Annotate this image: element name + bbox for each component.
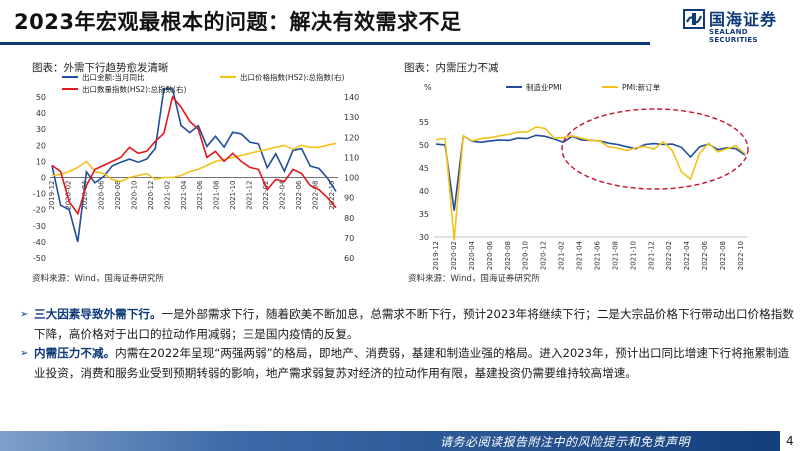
x-tick-label: 2020-06 — [97, 180, 105, 210]
bullet-arrow-icon: ➢ — [20, 309, 29, 320]
left-ytick-label: -10 — [33, 190, 46, 199]
page-title: 2023年宏观最根本的问题：解决有效需求不足 — [14, 10, 462, 34]
x-tick-label: 2020-02 — [64, 181, 72, 210]
x-tick-label: 2021-12 — [647, 241, 655, 270]
x-tick-label: 2020-06 — [486, 240, 494, 270]
legend-label: 出口价格指数(HS2):总指数(右) — [240, 72, 344, 82]
x-tick-label: 2021-02 — [163, 181, 171, 210]
brand-logo: 国海证券 SEALAND SECURITIES — [683, 6, 798, 44]
legend-label: 出口金额:当月同比 — [82, 72, 145, 82]
ytick-label: 50 — [419, 141, 429, 150]
x-tick-label: 2021-06 — [593, 240, 601, 270]
x-tick-label: 2022-02 — [665, 241, 673, 270]
bullet-item-domestic-demand: ➢ 内需压力不减。内需在2022年呈现“两强两弱”的格局，即地产、消费弱，基建和… — [20, 344, 795, 383]
ytick-label: 55 — [419, 118, 429, 127]
left-ytick-label: -30 — [33, 222, 46, 231]
y-unit-label: % — [424, 83, 432, 92]
left-ytick-label: -20 — [33, 206, 46, 215]
left-ytick-label: 10 — [36, 157, 46, 166]
x-tick-label: 2020-12 — [540, 241, 548, 270]
x-tick-label: 2021-10 — [229, 181, 237, 210]
title-rule — [0, 42, 650, 45]
bullet-heading: 内需压力不减。 — [34, 346, 116, 360]
series-line-2 — [51, 142, 337, 183]
export-chart: 50403020100-10-20-30-40-5014013012011010… — [33, 72, 359, 263]
x-tick-label: 2022-06 — [701, 240, 709, 270]
right-chart-source: 资料来源：Wind，国海证券研究所 — [408, 274, 540, 284]
right-chart-title: 图表：内需压力不减 — [404, 62, 499, 74]
highlight-ellipse — [561, 108, 749, 190]
left-ytick-label: 30 — [36, 125, 46, 134]
left-ytick-label: 0 — [41, 174, 46, 183]
x-tick-label: 2020-12 — [147, 181, 155, 210]
left-chart-source: 资料来源：Wind，国海证券研究所 — [32, 274, 164, 284]
x-tick-label: 2022-04 — [279, 180, 287, 210]
x-tick-label: 2020-04 — [468, 240, 476, 270]
bullet-text: 一是外部需求下行，随着欧美不断加息，总需求不断下行，预计2023年将继续下行；二… — [34, 307, 794, 341]
bullet-text: 内需在2022年呈现“两强两弱”的格局，即地产、消费弱，基建和制造业强的格局。进… — [34, 346, 790, 380]
x-tick-label: 2020-04 — [81, 180, 89, 210]
left-ytick-label: -40 — [33, 238, 46, 247]
logo-en-text: SEALAND SECURITIES — [709, 28, 758, 44]
x-tick-label: 2020-02 — [450, 241, 458, 270]
footer: 请务必阅读报告附注中的风险提示和免责声明 4 — [0, 428, 802, 451]
right-ytick-label: 90 — [344, 194, 354, 203]
right-ytick-label: 70 — [344, 234, 354, 243]
x-tick-label: 2021-12 — [246, 181, 254, 210]
x-tick-label: 2022-08 — [312, 181, 320, 210]
x-tick-label: 2020-10 — [522, 241, 530, 270]
x-tick-label: 2019-12 — [432, 241, 440, 270]
right-ytick-label: 60 — [344, 254, 354, 263]
right-ytick-label: 140 — [344, 93, 359, 102]
right-ytick-label: 120 — [344, 133, 359, 142]
ytick-label: 30 — [419, 233, 429, 242]
ytick-label: 45 — [419, 164, 429, 173]
x-tick-label: 2021-04 — [576, 240, 584, 270]
legend-label: PMI:新订单 — [622, 82, 661, 92]
series-line-1 — [51, 88, 337, 243]
right-ytick-label: 100 — [344, 174, 359, 183]
x-tick-label: 2022-02 — [262, 181, 270, 210]
bullet-list: ➢ 三大因素导致外需下行。一是外部需求下行，随着欧美不断加息，总需求不断下行，预… — [20, 305, 795, 383]
left-ytick-label: 50 — [36, 93, 46, 102]
ytick-label: 35 — [419, 210, 429, 219]
x-tick-label: 2021-04 — [180, 180, 188, 210]
ytick-label: 40 — [419, 187, 429, 196]
x-tick-label: 2022-04 — [683, 240, 691, 270]
x-tick-label: 2020-08 — [114, 181, 122, 210]
left-ytick-label: 40 — [36, 109, 46, 118]
x-tick-label: 2021-06 — [196, 180, 204, 210]
footer-bar — [0, 431, 780, 451]
bullet-item-external-demand: ➢ 三大因素导致外需下行。一是外部需求下行，随着欧美不断加息，总需求不断下行，预… — [20, 305, 795, 344]
right-ytick-label: 130 — [344, 113, 359, 122]
x-tick-label: 2020-08 — [504, 241, 512, 270]
sealand-logo-icon — [683, 9, 705, 29]
bullet-arrow-icon: ➢ — [20, 348, 29, 359]
x-tick-label: 2021-10 — [629, 241, 637, 270]
logo-cn-text: 国海证券 — [709, 10, 778, 29]
x-tick-label: 2022-10 — [328, 181, 336, 210]
legend-label: 出口数量指数(HS2):总指数(右) — [82, 84, 186, 94]
x-tick-label: 2020-10 — [130, 181, 138, 210]
right-ytick-label: 80 — [344, 214, 354, 223]
left-ytick-label: 20 — [36, 141, 46, 150]
x-tick-label: 2022-08 — [719, 241, 727, 270]
x-tick-label: 2022-10 — [737, 241, 745, 270]
legend-label: 制造业PMI — [526, 82, 562, 92]
series-line-3 — [51, 95, 337, 216]
x-tick-label: 2019-12 — [48, 181, 56, 210]
series-line-1 — [435, 134, 746, 211]
x-tick-label: 2021-02 — [558, 241, 566, 270]
x-tick-label: 2021-08 — [611, 241, 619, 270]
left-chart-title: 图表：外需下行趋势愈发清晰 — [32, 62, 169, 74]
x-tick-label: 2022-06 — [295, 180, 303, 210]
footer-disclaimer: 请务必阅读报告附注中的风险提示和免责声明 — [440, 435, 691, 449]
left-ytick-label: -50 — [33, 254, 46, 263]
right-ytick-label: 110 — [344, 153, 359, 162]
x-tick-label: 2021-08 — [213, 181, 221, 210]
bullet-heading: 三大因素导致外需下行。 — [34, 307, 162, 321]
series-line-2 — [435, 126, 746, 241]
page-number: 4 — [786, 434, 794, 448]
